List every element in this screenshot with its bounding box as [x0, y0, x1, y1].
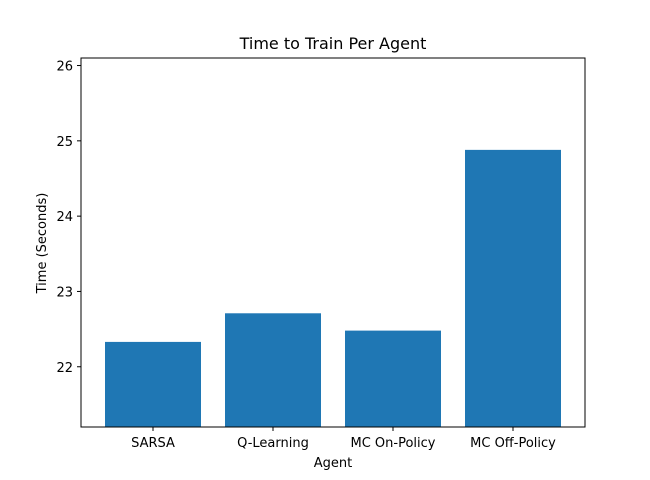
- y-tick-label: 25: [56, 135, 73, 150]
- bar-mc-off-policy: [465, 149, 561, 427]
- x-tick-label: Q-Learning: [237, 436, 309, 451]
- x-tick-label: MC On-Policy: [351, 436, 436, 451]
- bar-mc-on-policy: [345, 330, 441, 427]
- bar-sarsa: [105, 341, 201, 427]
- x-axis-label: Agent: [314, 456, 352, 471]
- plot-frame: [80, 57, 586, 428]
- y-tick-label: 23: [56, 285, 73, 300]
- y-tick-label: 26: [56, 60, 73, 75]
- y-tick-label: 24: [56, 210, 73, 225]
- y-axis-label: Time (Seconds): [35, 193, 50, 295]
- x-tick-label: SARSA: [131, 436, 175, 451]
- bar-q-learning: [225, 313, 321, 427]
- x-axis-ticks: SARSA Q-Learning MC On-Policy MC Off-Policy: [131, 427, 556, 451]
- bars: [105, 149, 561, 427]
- y-axis-ticks: 22 23 24 25 26: [56, 60, 81, 376]
- chart-title: Time to Train Per Agent: [239, 34, 427, 53]
- x-tick-label: MC Off-Policy: [470, 436, 556, 451]
- y-tick-label: 22: [56, 361, 73, 376]
